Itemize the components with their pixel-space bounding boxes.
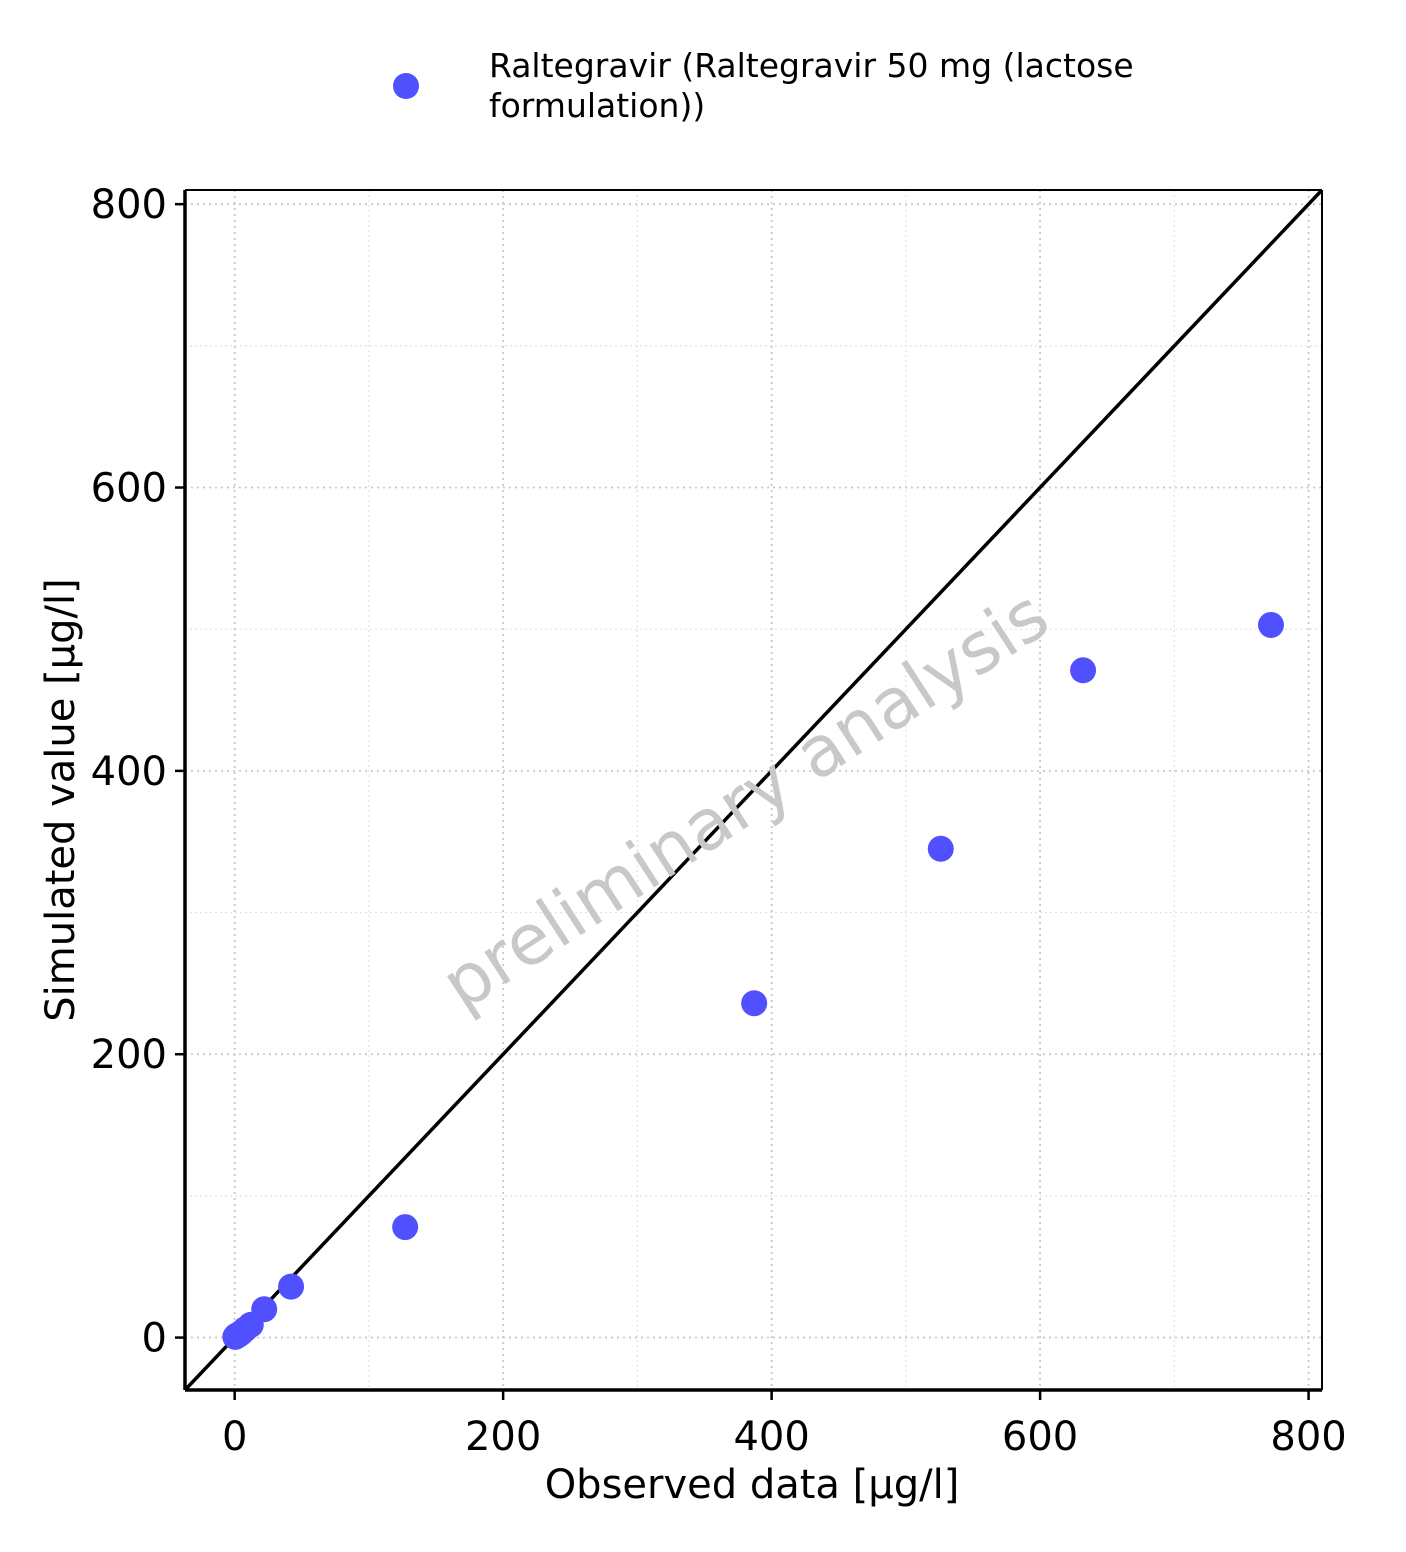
data-points bbox=[222, 611, 1284, 1350]
y-tick-label: 200 bbox=[91, 1032, 167, 1078]
x-tick-label: 400 bbox=[733, 1414, 809, 1460]
y-tick-label: 800 bbox=[91, 182, 167, 228]
legend-label-line2: formulation)) bbox=[489, 86, 705, 125]
x-axis-title: Observed data [µg/l] bbox=[545, 1462, 960, 1508]
y-tick-labels: 0 200 400 600 800 bbox=[91, 182, 167, 1361]
x-tick-label: 800 bbox=[1270, 1414, 1346, 1460]
identity-line bbox=[183, 188, 1324, 1392]
legend-marker bbox=[393, 73, 419, 99]
data-point bbox=[251, 1296, 278, 1323]
y-tick-label: 400 bbox=[91, 749, 167, 795]
identity-line-group bbox=[183, 188, 1324, 1392]
x-tick-label: 0 bbox=[222, 1414, 247, 1460]
data-point bbox=[392, 1214, 419, 1241]
x-tick-label: 200 bbox=[465, 1414, 541, 1460]
x-tick-label: 600 bbox=[1002, 1414, 1078, 1460]
legend-label-line1: Raltegravir (Raltegravir 50 mg (lactose bbox=[489, 46, 1134, 85]
data-point bbox=[278, 1273, 305, 1300]
legend: Raltegravir (Raltegravir 50 mg (lactose … bbox=[393, 46, 1134, 125]
y-axis-title: Simulated value [µg/l] bbox=[38, 578, 84, 1021]
data-point bbox=[927, 835, 954, 862]
grid bbox=[185, 190, 1322, 1390]
axes bbox=[175, 189, 1323, 1400]
data-point bbox=[1070, 657, 1097, 684]
y-tick-label: 0 bbox=[142, 1316, 167, 1362]
y-tick-label: 600 bbox=[91, 466, 167, 512]
data-point bbox=[741, 990, 768, 1017]
data-point bbox=[1257, 611, 1284, 638]
x-tick-labels: 0 200 400 600 800 bbox=[222, 1414, 1347, 1460]
